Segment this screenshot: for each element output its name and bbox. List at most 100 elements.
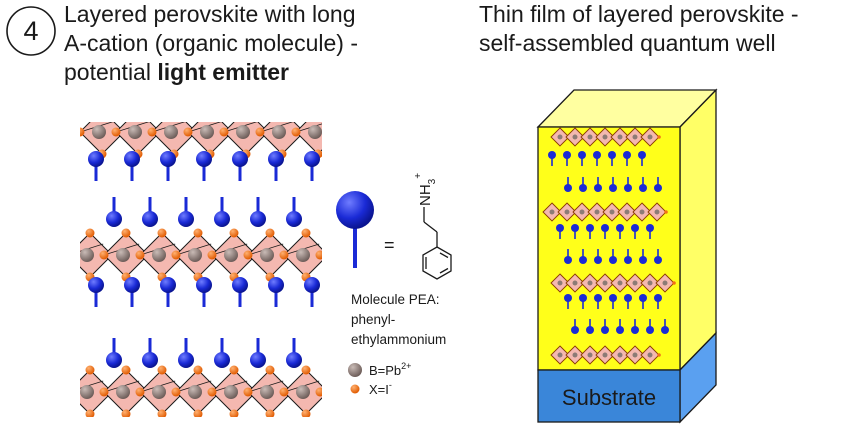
film-pb-atom [602, 280, 608, 286]
pb-atom [224, 385, 238, 399]
film-molecule [608, 151, 616, 159]
film-molecule [609, 184, 617, 192]
film-molecule [638, 151, 646, 159]
pb-atom [152, 248, 166, 262]
iodide-atom [85, 228, 95, 238]
film-molecule [654, 184, 662, 192]
pb-atom [80, 385, 94, 399]
film-molecule [654, 256, 662, 264]
film-pb-atom [617, 352, 623, 358]
molecule [106, 211, 122, 227]
legend-pb-label: B=Pb2+ [369, 361, 411, 378]
film-iodide [664, 210, 668, 214]
iodide-atom [98, 106, 107, 115]
film-pb-atom [587, 134, 593, 140]
formula-main: NH [417, 184, 434, 206]
svg-text:NH3+: NH3+ [413, 173, 438, 206]
right-title-line2: self-assembled quantum well [479, 30, 776, 56]
film-pb-atom [602, 134, 608, 140]
film-pb-atom [587, 280, 593, 286]
iodide-atom [315, 387, 322, 397]
film-molecule [609, 294, 617, 302]
film-molecule [571, 224, 579, 232]
iodide-atom [157, 409, 167, 417]
iodide-atom [265, 365, 275, 375]
film-pb-atom [557, 280, 563, 286]
film-pb-atom [617, 134, 623, 140]
film-molecule [639, 184, 647, 192]
film-molecule [639, 294, 647, 302]
molecule [124, 277, 140, 293]
film-molecule [594, 256, 602, 264]
pb-atom [116, 248, 130, 262]
film-molecule [556, 224, 564, 232]
iodide-atom [338, 410, 347, 419]
octahedron-edge [319, 390, 322, 393]
film-side-face [679, 88, 717, 372]
iodide-atom [135, 250, 145, 260]
iodide-atom [206, 106, 215, 115]
formula-sub: 3 [427, 178, 438, 184]
iodide-atom [157, 365, 167, 375]
pb-atom [332, 248, 346, 262]
film-pb-atom [572, 352, 578, 358]
iodide-atom [338, 229, 347, 238]
iodide-atom [99, 387, 109, 397]
substrate-front-face [537, 369, 681, 423]
film-pb-atom [632, 134, 638, 140]
iodide-atom [279, 250, 289, 260]
film-molecule [616, 326, 624, 334]
iodide-atom [350, 150, 359, 159]
molecule [304, 277, 320, 293]
film-molecule [579, 294, 587, 302]
molecule [196, 151, 212, 167]
film-pb-atom [632, 280, 638, 286]
molecule [142, 352, 158, 368]
film-molecule [646, 224, 654, 232]
iodide-atom [171, 387, 181, 397]
molecule-caption-line2: phenyl- [351, 312, 395, 327]
substrate-label: Substrate [562, 385, 656, 410]
iodide-atom [279, 387, 289, 397]
pb-atom [116, 385, 130, 399]
molecule-head [336, 191, 374, 229]
pb-atom [224, 248, 238, 262]
left-title-line3-prefix: potential [64, 59, 157, 85]
film-pb-atom [579, 209, 585, 215]
film-molecule [601, 326, 609, 334]
film-pb-atom [572, 134, 578, 140]
film-molecule [631, 224, 639, 232]
iodide-atom [243, 250, 253, 260]
molecule [88, 151, 104, 167]
film-molecule [578, 151, 586, 159]
film-molecule [624, 184, 632, 192]
molecule [322, 352, 338, 368]
pb-atom [188, 248, 202, 262]
ammonium-group: NH3+ [413, 173, 438, 206]
iodide-atom [301, 228, 311, 238]
molecule [178, 352, 194, 368]
film-front-face [537, 126, 681, 371]
molecule [88, 277, 104, 293]
film-pb-atom [557, 134, 563, 140]
iodide-atom [219, 127, 229, 137]
molecule [142, 211, 158, 227]
molecule [196, 277, 212, 293]
iodide-atom [134, 106, 143, 115]
film-molecule [624, 294, 632, 302]
film-pb-atom [647, 352, 653, 358]
molecule [232, 277, 248, 293]
molecule [214, 352, 230, 368]
pb-atom [92, 125, 106, 139]
film-iodide [672, 281, 676, 285]
molecule [286, 211, 302, 227]
iodide-atom [338, 366, 347, 375]
section-number: 4 [23, 16, 38, 46]
film-molecule [579, 184, 587, 192]
film-molecule [586, 326, 594, 334]
molecule [160, 151, 176, 167]
iodide-atom [207, 250, 217, 260]
iodide-atom [207, 387, 217, 397]
iodide-atom [314, 106, 323, 115]
